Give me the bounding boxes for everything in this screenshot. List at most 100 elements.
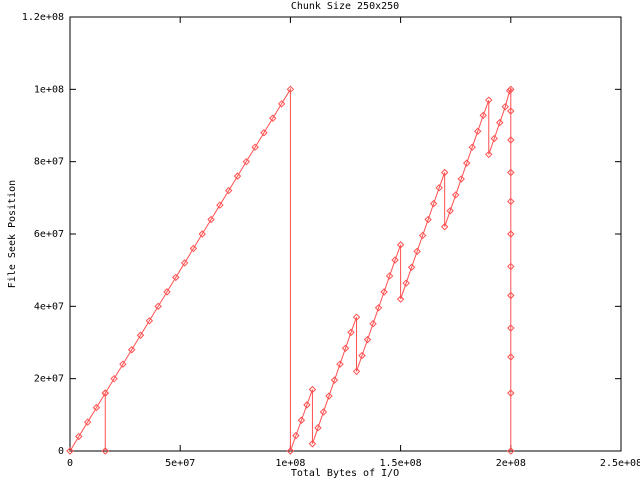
point-marker	[418, 231, 427, 240]
point-marker	[308, 385, 317, 394]
point-marker	[507, 447, 515, 455]
point-marker	[507, 85, 515, 94]
point-marker	[207, 215, 215, 224]
point-marker	[507, 168, 515, 177]
point-marker	[224, 186, 233, 195]
point-marker	[507, 136, 515, 144]
point-marker	[507, 291, 515, 300]
point-marker	[402, 279, 410, 287]
point-marker	[308, 440, 317, 448]
point-marker	[507, 197, 515, 206]
point-marker	[325, 392, 333, 400]
point-marker	[507, 324, 515, 332]
point-marker	[413, 247, 421, 256]
point-marker	[501, 102, 509, 111]
point-marker	[92, 403, 101, 412]
point-marker	[251, 143, 259, 151]
x-axis-label: Total Bytes of I/O	[291, 468, 399, 479]
x-tick-label: 2.5e+08	[600, 458, 640, 469]
point-marker	[424, 215, 432, 224]
point-marker	[435, 183, 443, 192]
point-marker	[468, 143, 476, 151]
point-marker	[485, 96, 493, 104]
chart-title: Chunk Size 250x250	[291, 1, 399, 12]
point-marker	[396, 295, 405, 303]
point-marker	[507, 262, 515, 271]
y-tick-label: 6e+07	[34, 229, 64, 240]
point-marker	[336, 360, 344, 368]
y-tick-label: 1e+08	[34, 84, 64, 95]
x-tick-label: 2e+08	[496, 458, 526, 469]
point-marker	[380, 288, 388, 296]
point-marker	[319, 408, 328, 416]
point-marker	[369, 319, 377, 328]
x-tick-label: 1.5e+08	[380, 458, 422, 469]
point-marker	[385, 272, 394, 280]
point-marker	[463, 159, 471, 167]
point-marker	[292, 431, 300, 440]
point-marker	[286, 447, 295, 455]
point-marker	[260, 129, 268, 137]
point-marker	[474, 127, 482, 135]
point-marker	[172, 273, 180, 282]
point-marker	[341, 344, 350, 352]
y-tick-label: 8e+07	[34, 157, 64, 168]
point-marker	[314, 424, 322, 432]
point-marker	[101, 447, 109, 455]
point-marker	[101, 389, 109, 397]
point-marker	[507, 389, 515, 397]
y-tick-label: 4e+07	[34, 301, 64, 312]
point-marker	[286, 85, 295, 94]
point-marker	[297, 416, 306, 424]
x-tick-label: 5e+07	[165, 458, 195, 469]
point-marker	[154, 302, 162, 311]
point-marker	[303, 401, 311, 409]
point-marker	[216, 201, 224, 209]
point-marker	[145, 317, 154, 325]
point-marker	[180, 259, 189, 267]
point-marker	[163, 288, 171, 296]
point-marker	[496, 118, 504, 127]
point-marker	[440, 223, 449, 231]
point-marker	[507, 353, 515, 361]
point-marker	[391, 256, 399, 264]
point-marker	[128, 346, 136, 354]
point-marker	[429, 199, 438, 208]
x-tick-label: 0	[67, 458, 73, 469]
point-marker	[407, 263, 416, 271]
y-tick-label: 2e+07	[34, 374, 64, 385]
point-marker	[374, 304, 383, 312]
point-marker	[75, 432, 83, 441]
point-marker	[110, 374, 118, 383]
y-tick-label: 0	[58, 446, 64, 457]
point-marker	[347, 328, 355, 337]
point-marker	[457, 175, 465, 183]
point-marker	[198, 230, 206, 238]
point-marker	[485, 150, 493, 159]
point-marker	[277, 100, 286, 108]
point-marker	[446, 207, 454, 215]
point-marker	[83, 418, 92, 426]
point-marker	[189, 244, 198, 253]
point-marker	[119, 360, 127, 368]
point-marker	[233, 172, 242, 180]
point-marker	[352, 367, 361, 376]
point-marker	[451, 191, 460, 199]
point-marker	[440, 168, 449, 177]
point-marker	[136, 331, 145, 339]
point-marker	[358, 351, 366, 360]
y-axis-label: File Seek Position	[7, 180, 18, 288]
x-tick-label: 1e+08	[275, 458, 305, 469]
point-marker	[66, 447, 74, 455]
point-marker	[269, 114, 277, 122]
point-marker	[479, 111, 487, 120]
point-marker	[352, 313, 361, 321]
point-marker	[363, 335, 372, 344]
point-marker	[396, 241, 405, 249]
point-marker	[507, 107, 515, 115]
point-marker	[507, 230, 515, 238]
point-marker	[242, 157, 251, 166]
y-tick-label: 1.2e+08	[22, 12, 64, 23]
